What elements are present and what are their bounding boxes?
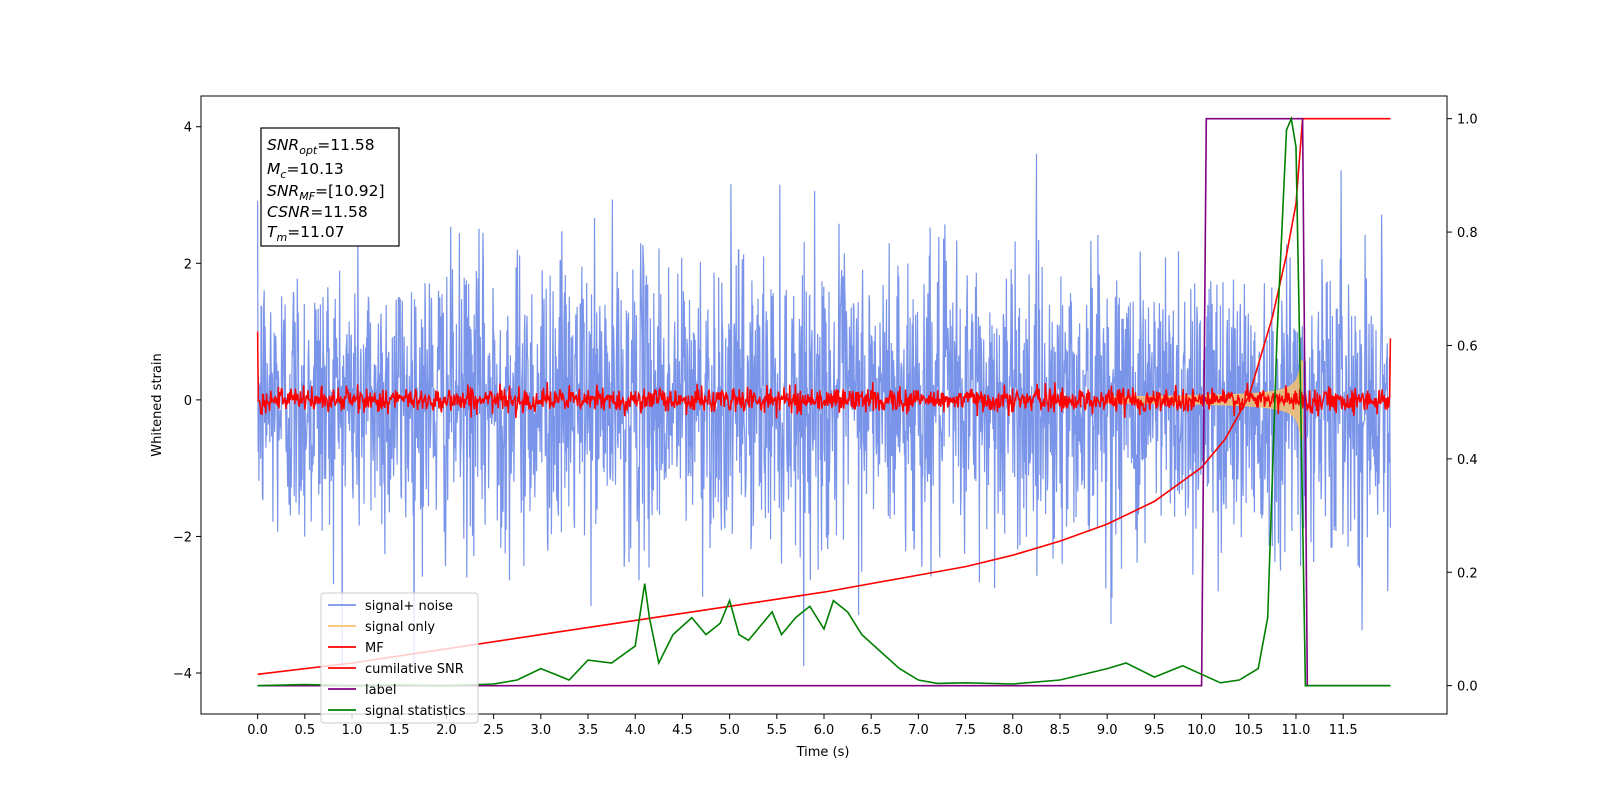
x-tick-label: 6.5	[861, 723, 882, 738]
x-axis-label: Time (s)	[796, 745, 850, 760]
x-tick-label: 9.5	[1144, 723, 1165, 738]
legend-label-mf: MF	[365, 641, 384, 656]
x-tick-label: 4.5	[672, 723, 693, 738]
series-signal-statistics	[257, 115, 1391, 687]
y-left-tick-label: 4	[184, 121, 192, 136]
x-tick-label: 10.5	[1234, 723, 1263, 738]
x-tick-label: 10.0	[1187, 723, 1216, 738]
x-tick-label: 11.0	[1281, 723, 1310, 738]
legend-label-cumulative-snr: cumilative SNR	[365, 662, 464, 677]
x-tick-label: 11.5	[1329, 723, 1358, 738]
x-tick-label: 0.5	[294, 723, 315, 738]
legend-label-signal-only: signal only	[365, 620, 435, 635]
y-left-tick-label: −4	[173, 667, 192, 682]
annotation-line-snr-mf: SNRMF=[10.92]	[267, 182, 385, 203]
series-cumulative-snr	[257, 117, 1391, 676]
legend-label-signal-noise: signal+ noise	[365, 599, 453, 614]
x-tick-label: 1.0	[342, 723, 363, 738]
x-tick-label: 7.0	[908, 723, 929, 738]
x-tick-label: 5.0	[719, 723, 740, 738]
y-right-tick-label: 0.0	[1457, 680, 1478, 695]
annotation-line-snr-opt: SNRopt=11.58	[267, 136, 375, 157]
y-right-tick-label: 0.8	[1457, 226, 1478, 241]
series-mf	[256, 331, 1392, 419]
x-tick-label: 7.5	[955, 723, 976, 738]
x-tick-label: 0.0	[247, 723, 268, 738]
y-left-tick-label: −2	[173, 530, 192, 545]
y-right-tick-label: 0.2	[1457, 566, 1478, 581]
x-tick-label: 8.0	[1002, 723, 1023, 738]
annotation-line-csnr: CSNR=11.58	[267, 203, 368, 221]
annotation-line-mc: Mc=10.13	[267, 160, 344, 181]
y-left-tick-label: 2	[184, 257, 192, 272]
annotation-frame	[260, 127, 400, 247]
x-tick-label: 2.0	[436, 723, 457, 738]
x-tick-label: 1.5	[389, 723, 410, 738]
legend: signal+ noise signal only MF cumilative …	[320, 592, 479, 724]
y-right-tick-label: 0.6	[1457, 339, 1478, 354]
x-tick-label: 2.5	[483, 723, 504, 738]
ticks-layer: 0.0 0.5 1.0 1.5 2.0 2.5 3.0 3.5 4.0 4.5 5.0 5.5 6.0 6…	[173, 113, 1478, 738]
x-tick-label: 6.0	[814, 723, 835, 738]
x-tick-label: 3.0	[530, 723, 551, 738]
x-tick-label: 9.0	[1097, 723, 1118, 738]
y-right-tick-label: 0.4	[1457, 453, 1478, 468]
x-tick-label: 8.5	[1050, 723, 1071, 738]
legend-frame	[320, 592, 479, 724]
x-tick-label: 3.5	[578, 723, 599, 738]
legend-label-signal-statistics: signal statistics	[365, 704, 466, 719]
series-layer	[256, 115, 1392, 687]
y-axis-label: Whitened strain	[150, 353, 165, 456]
annotation-line-tm: Tm=11.07	[267, 223, 345, 244]
y-right-tick-label: 1.0	[1457, 113, 1478, 128]
legend-label-label: label	[365, 683, 396, 698]
y-left-tick-label: 0	[184, 394, 192, 409]
x-tick-label: 4.0	[625, 723, 646, 738]
x-tick-label: 5.5	[766, 723, 787, 738]
annotation-box: SNRopt=11.58 Mc=10.13 SNRMF=[10.92] CSNR…	[260, 127, 400, 247]
